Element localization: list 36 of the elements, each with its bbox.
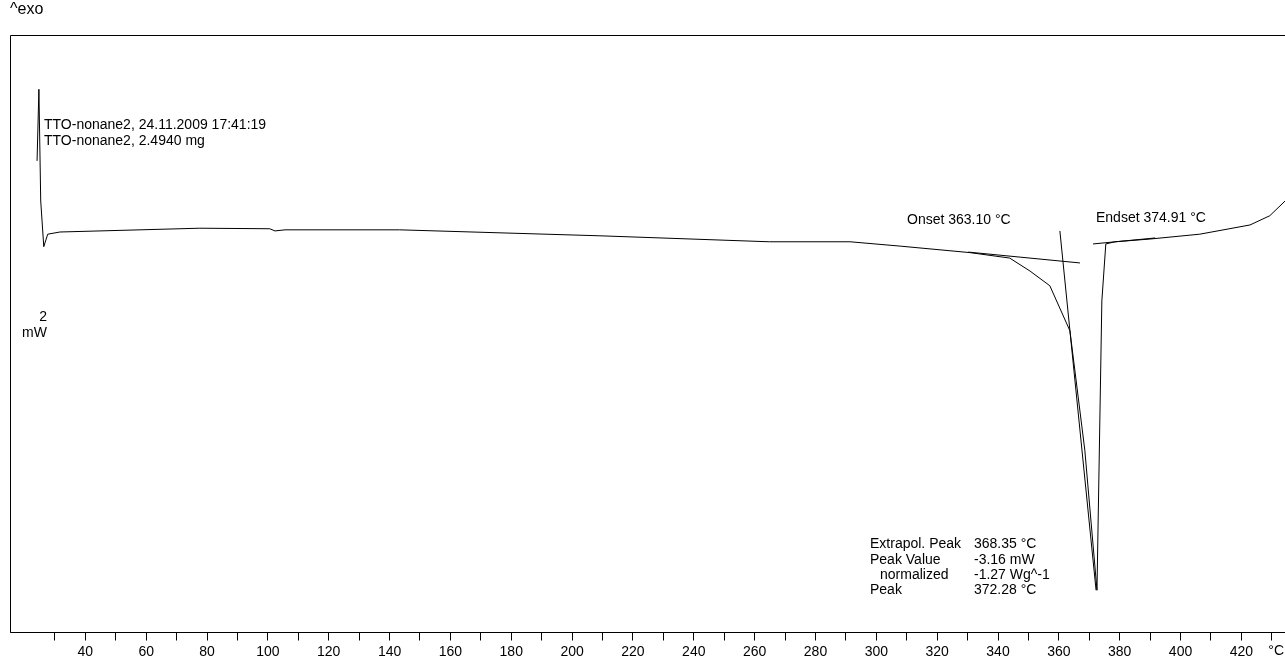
x-tick-label: 80 [199, 642, 216, 659]
x-tick-label: 420 [1229, 642, 1254, 659]
annotation: Extrapol. Peak [870, 535, 963, 551]
annotation: Endset 374.91 °C [1096, 209, 1206, 225]
annotation: -1.27 Wg^-1 [974, 566, 1051, 582]
x-tick-label: 40 [77, 642, 94, 659]
x-tick-label: 180 [499, 642, 524, 659]
annotation: mW [22, 324, 48, 340]
x-axis-title: °C [1268, 642, 1284, 658]
annotation: Peak [870, 581, 903, 597]
x-tick-label: 360 [1047, 642, 1071, 659]
x-tick-label: 380 [1108, 642, 1132, 659]
annotation: Onset 363.10 °C [907, 211, 1011, 227]
x-tick-label: 260 [742, 642, 767, 659]
x-tick-label: 280 [803, 642, 828, 659]
annotation: 372.28 °C [974, 581, 1037, 597]
x-tick-label: 300 [864, 642, 889, 659]
x-tick-label: 160 [438, 642, 463, 659]
text: ^exo [10, 0, 44, 17]
annotation: normalized [880, 566, 949, 582]
x-tick-label: 60 [138, 642, 155, 659]
x-tick-label: 100 [256, 642, 280, 659]
x-tick-label: 120 [317, 642, 341, 659]
annotation: -3.16 mW [974, 551, 1036, 567]
annotation: TTO-nonane2, 24.11.2009 17:41:19 [44, 116, 267, 132]
annotation: 2 [39, 308, 48, 324]
x-tick-label: 400 [1168, 642, 1193, 659]
x-tick-label: 220 [621, 642, 645, 659]
annotation: TTO-nonane2, 2.4940 mg [44, 132, 205, 148]
x-tick-label: 340 [986, 642, 1010, 659]
annotation: 368.35 °C [974, 535, 1037, 551]
x-tick-label: 240 [682, 642, 706, 659]
x-tick-label: 200 [560, 642, 584, 659]
x-tick-label: 320 [925, 642, 950, 659]
x-tick-label: 140 [377, 642, 402, 659]
annotation: Peak Value [870, 551, 941, 567]
